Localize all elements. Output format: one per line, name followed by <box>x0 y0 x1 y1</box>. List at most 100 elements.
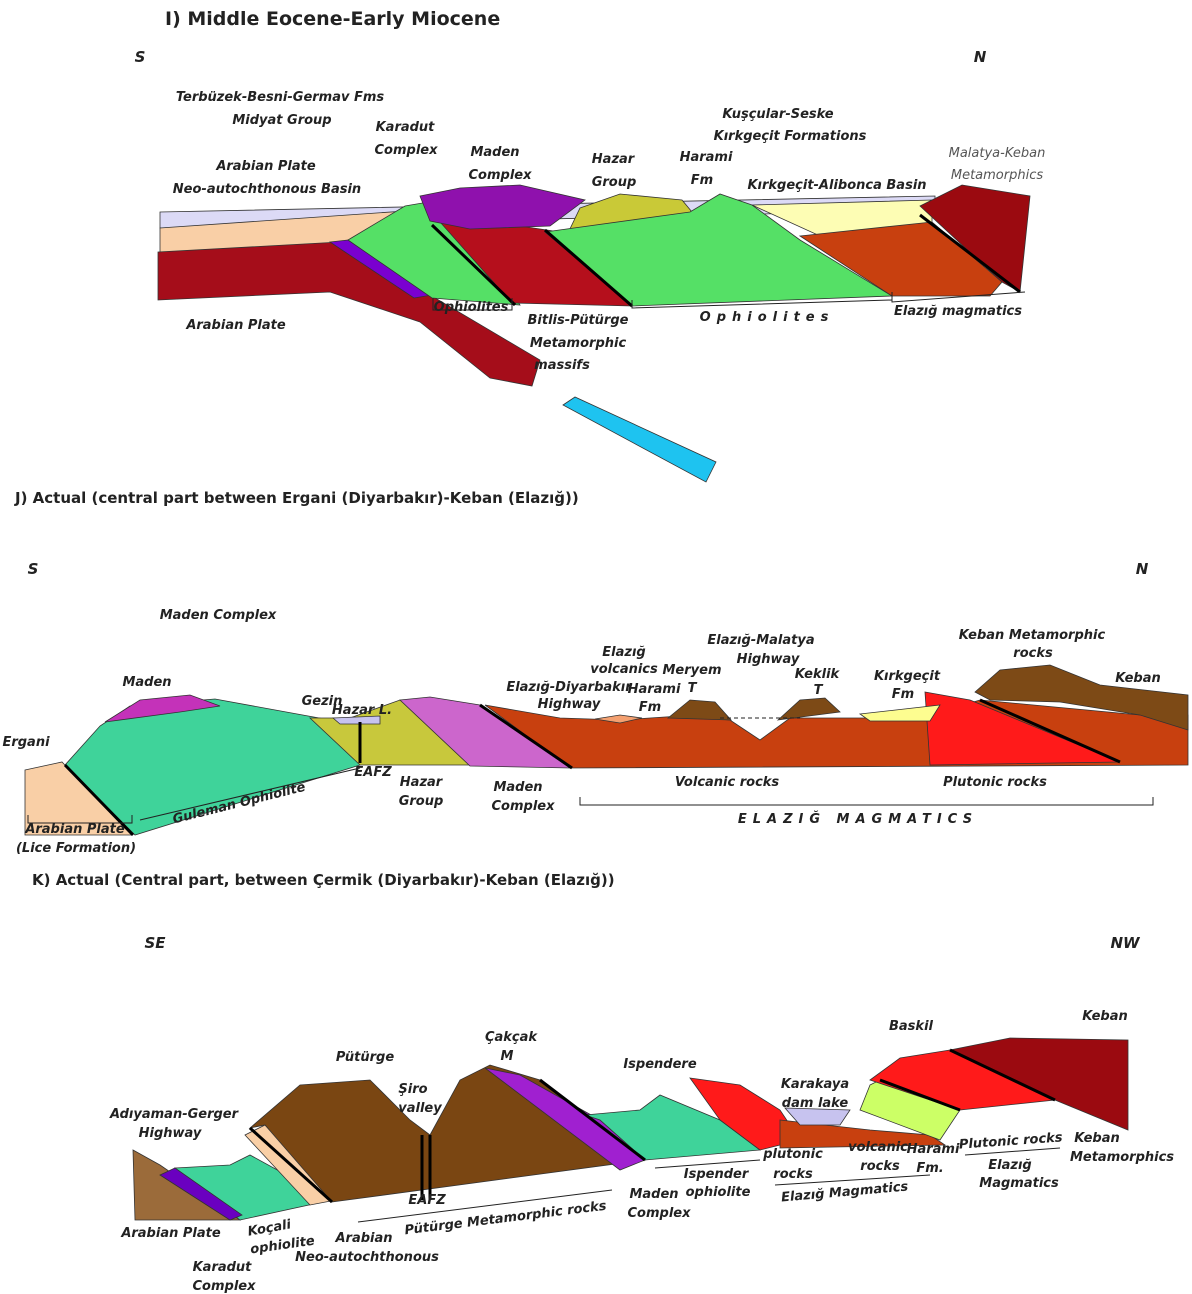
label: Keklik <box>795 667 841 682</box>
label: Kırkgeçit Formations <box>714 129 867 144</box>
label: Ispender <box>684 1167 750 1182</box>
label: Karadut <box>193 1260 253 1275</box>
label: rocks <box>1013 646 1053 661</box>
bracket <box>580 797 1153 805</box>
label: Magmatics <box>979 1176 1059 1191</box>
label: Elazığ magmatics <box>894 304 1022 319</box>
label: Complex <box>492 799 556 814</box>
label: Adıyaman-Gerger <box>109 1107 240 1122</box>
label: EAFZ <box>408 1193 446 1208</box>
label: Arabian Plate <box>120 1226 221 1241</box>
rock-unit <box>778 698 840 720</box>
label: Maden <box>629 1187 678 1202</box>
label: Highway <box>737 652 800 667</box>
label: Arabian <box>334 1231 392 1246</box>
label: M <box>501 1049 514 1064</box>
label: Neo-autochthonous Basin <box>173 182 361 197</box>
label: rocks <box>860 1159 900 1174</box>
label: Group <box>399 794 444 809</box>
label: Elazığ-Malatya <box>707 633 814 648</box>
panel-k: K) Actual (Central part, between Çermik … <box>32 871 1174 1294</box>
label: Arabian Plate <box>185 318 286 333</box>
label: Kırkgeçit <box>874 669 941 684</box>
label: Meryem <box>662 663 721 678</box>
label: Malatya-Keban <box>949 146 1046 161</box>
label: Harami <box>628 682 681 697</box>
label: rocks <box>773 1167 813 1182</box>
label: ELAZIĞ MAGMATICS <box>738 811 978 827</box>
label: Metamorphics <box>951 168 1043 183</box>
label: valley <box>398 1101 442 1116</box>
label: Karakaya <box>781 1077 849 1092</box>
label: volcanic <box>848 1140 908 1155</box>
label: plutonic <box>762 1147 823 1162</box>
rock-unit <box>668 700 731 720</box>
label: T <box>814 683 824 698</box>
label: dam lake <box>782 1096 849 1111</box>
panel-title: I) Middle Eocene-Early Miocene <box>165 8 500 30</box>
label: Ispendere <box>623 1057 696 1072</box>
label: Fm <box>892 687 914 702</box>
label: Hazar <box>592 152 636 167</box>
label: Maden <box>470 145 519 160</box>
label: Maden Complex <box>160 608 277 623</box>
direction: NW <box>1110 934 1141 952</box>
label: ophiolite <box>686 1185 751 1200</box>
label: Fm. <box>916 1161 943 1176</box>
rock-unit <box>420 185 585 229</box>
label: Complex <box>193 1279 257 1294</box>
label: Ophiolites <box>700 310 835 325</box>
label: Complex <box>469 168 533 183</box>
label: Elazığ-Diyarbakır <box>506 680 633 695</box>
rock-unit <box>563 397 716 482</box>
label: Bitlis-Pütürge <box>528 313 629 328</box>
label: Ophiolites <box>434 300 509 315</box>
label: Hazar L. <box>332 703 392 718</box>
label: Volcanic rocks <box>675 775 780 790</box>
direction: N <box>1136 560 1149 578</box>
label: EAFZ <box>354 765 392 780</box>
label: Metamorphics <box>1070 1150 1174 1165</box>
label: (Lice Formation) <box>16 841 136 856</box>
label: Complex <box>375 143 439 158</box>
label: Elazığ <box>988 1158 1031 1173</box>
label: Keban <box>1082 1009 1128 1024</box>
rock-unit <box>860 705 940 721</box>
label: Kuşçular-Seske <box>722 107 833 122</box>
label: Fm <box>691 173 713 188</box>
label: Pütürge <box>336 1050 395 1065</box>
label: Koçali <box>247 1217 293 1239</box>
panel-title: K) Actual (Central part, between Çermik … <box>32 871 615 889</box>
label: Hazar <box>400 775 444 790</box>
label: Group <box>592 175 637 190</box>
label: Plutonic rocks <box>943 775 1047 790</box>
label: Highway <box>139 1126 202 1141</box>
direction: SE <box>144 934 166 952</box>
label: T <box>688 681 698 696</box>
label: Harami <box>907 1142 960 1157</box>
label: Çakçak <box>485 1030 538 1045</box>
label: Keban <box>1074 1131 1120 1146</box>
label: Ergani <box>2 735 50 750</box>
label: Metamorphic <box>530 336 627 351</box>
label: massifs <box>534 358 590 373</box>
label: Arabian Plate <box>24 822 125 837</box>
label: Complex <box>628 1206 692 1221</box>
direction: N <box>974 48 987 66</box>
label: Highway <box>538 697 601 712</box>
label: Keban Metamorphic <box>959 628 1106 643</box>
label: Karadut <box>376 120 436 135</box>
label: Kırkgeçit-Alibonca Basin <box>747 178 926 193</box>
panel-i: I) Middle Eocene-Early Miocene S N Terbü… <box>135 8 1046 482</box>
figure: I) Middle Eocene-Early Miocene S N Terbü… <box>0 0 1192 1294</box>
label: Keban <box>1115 671 1161 686</box>
label: Baskil <box>889 1019 934 1034</box>
panel-j: J) Actual (central part between Ergani (… <box>2 489 1188 856</box>
label: Arabian Plate <box>215 159 316 174</box>
panel-title: J) Actual (central part between Ergani (… <box>14 489 579 507</box>
label: volcanics <box>590 662 658 677</box>
label: Maden <box>493 780 542 795</box>
label: Neo-autochthonous <box>295 1250 439 1265</box>
label: Elazığ <box>602 645 645 660</box>
label: Şiro <box>398 1082 427 1097</box>
